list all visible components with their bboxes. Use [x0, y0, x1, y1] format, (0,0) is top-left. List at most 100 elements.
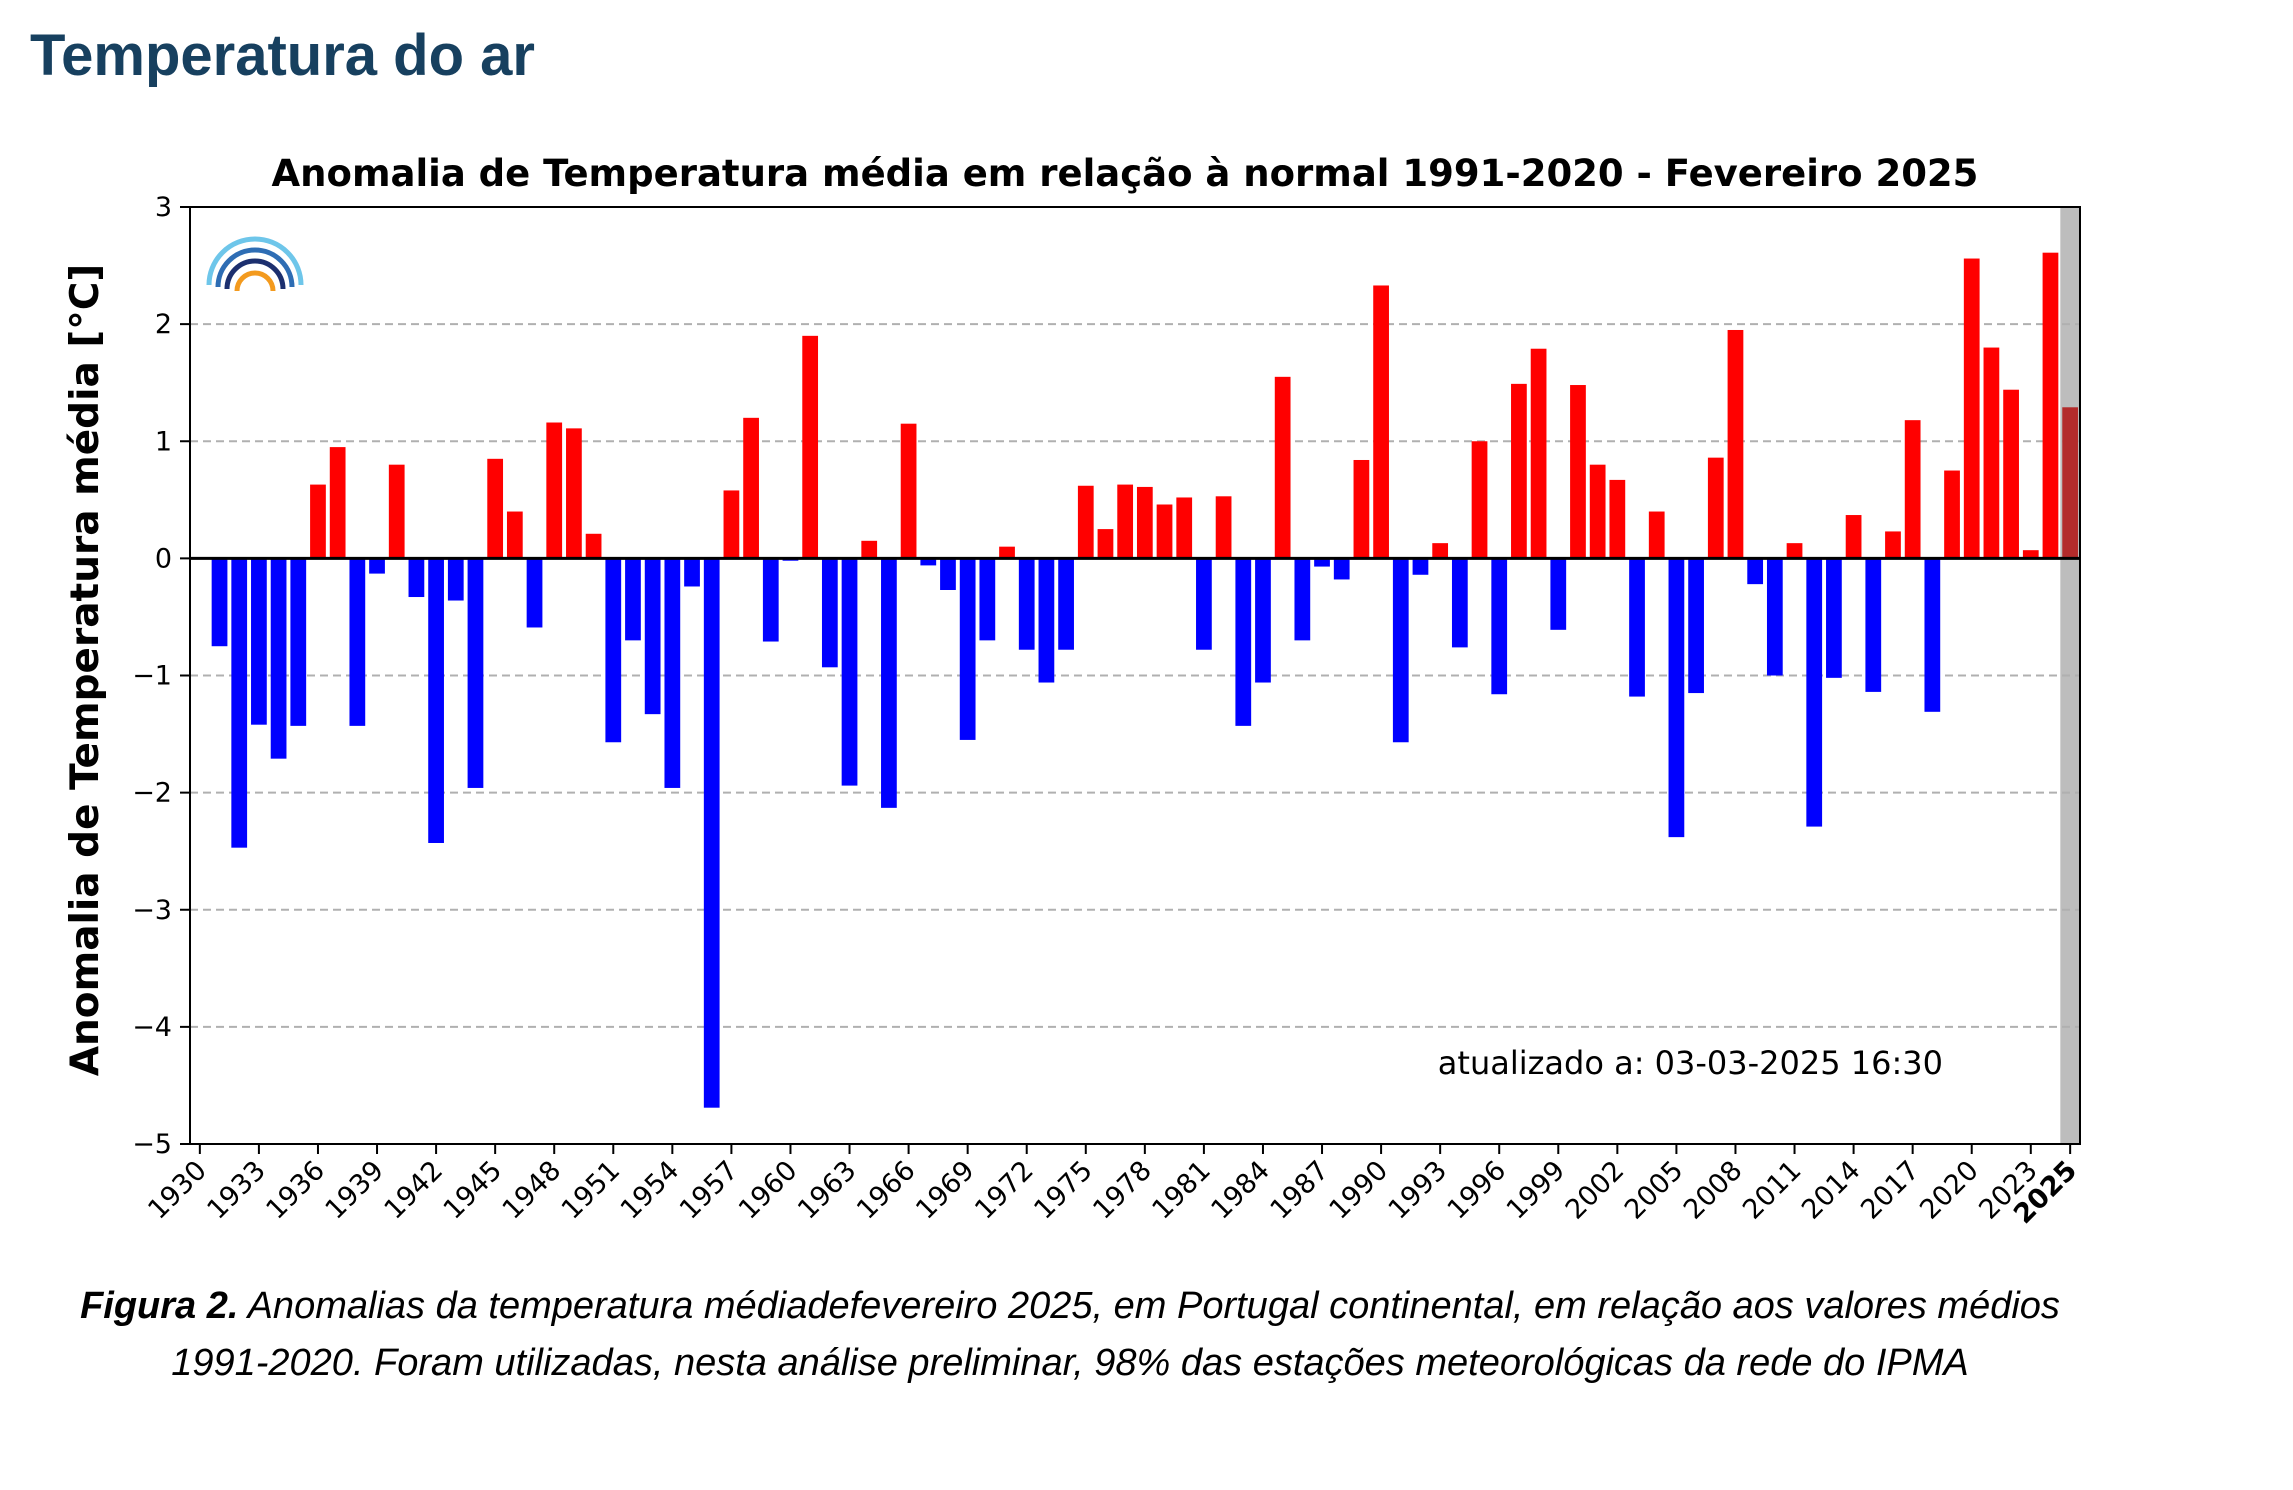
bar-layer: [211, 252, 2079, 1108]
bar: [566, 428, 582, 559]
bar: [506, 511, 523, 559]
bar: [1511, 383, 1527, 559]
bar: [762, 558, 779, 642]
bar: [1589, 464, 1606, 559]
x-tick-label: 1957: [674, 1155, 745, 1226]
y-tick-label: 3: [155, 192, 172, 223]
bar: [605, 558, 622, 743]
bar: [743, 417, 759, 559]
bar: [2022, 550, 2039, 559]
x-tick-label: 1999: [1501, 1155, 1572, 1226]
bar: [1944, 470, 1960, 559]
bar: [270, 558, 287, 759]
y-tick-label: 1: [155, 426, 172, 457]
x-tick-label: 1963: [792, 1155, 863, 1226]
bar-current-year: [2062, 407, 2079, 559]
bar: [1471, 441, 1488, 559]
x-tick-label: 2005: [1619, 1155, 1690, 1226]
bar: [369, 558, 385, 574]
bar: [1491, 558, 1508, 695]
figure-caption: Figura 2. Anomalias da temperatura média…: [40, 1278, 2100, 1392]
bar: [251, 558, 267, 725]
bar: [999, 546, 1015, 559]
x-tick-label: 1951: [556, 1155, 627, 1226]
bar: [487, 458, 504, 559]
bar: [1609, 479, 1626, 559]
bar: [1215, 496, 1232, 559]
bar: [1648, 511, 1665, 559]
bar: [1294, 558, 1311, 641]
x-tick-label: 1975: [1028, 1155, 1099, 1226]
bar: [861, 540, 878, 559]
bar: [1412, 558, 1429, 575]
x-tick-label: 1984: [1205, 1155, 1276, 1226]
bar: [1353, 459, 1370, 559]
bar: [231, 558, 248, 848]
bar: [1274, 376, 1291, 559]
bar: [723, 490, 740, 559]
caption-label: Figura 2.: [80, 1285, 239, 1327]
bar: [664, 558, 681, 788]
x-tick-label: 1996: [1442, 1155, 1513, 1226]
x-tick-label: 1939: [319, 1155, 390, 1226]
bar: [1018, 558, 1035, 650]
x-tick-label: 1972: [969, 1155, 1040, 1226]
bar: [684, 558, 700, 587]
bar: [1688, 558, 1704, 694]
bar: [1766, 558, 1783, 676]
bar: [1255, 558, 1271, 683]
bar: [1963, 258, 1980, 559]
bar: [1432, 543, 1449, 559]
x-tick-label: 1981: [1146, 1155, 1217, 1226]
x-tick-label: 2011: [1737, 1155, 1808, 1226]
bar: [940, 558, 956, 590]
x-tick-label: 1978: [1087, 1155, 1158, 1226]
x-tick-label: 1969: [910, 1155, 981, 1226]
bar: [1786, 543, 1803, 559]
bar: [900, 423, 917, 559]
bar: [447, 558, 464, 601]
plot-frame: [189, 206, 2081, 1145]
bar: [467, 558, 484, 788]
bar: [2003, 389, 2019, 559]
bar: [1077, 485, 1094, 559]
bar: [408, 558, 425, 598]
bar: [1235, 558, 1252, 726]
bar: [2042, 252, 2059, 559]
bar: [625, 558, 641, 641]
bar: [644, 558, 661, 715]
bar: [881, 558, 897, 808]
bar: [1117, 484, 1134, 559]
caption-text: Anomalias da temperatura médiadefevereir…: [171, 1285, 2060, 1384]
y-tick-label: −4: [132, 1012, 172, 1043]
bar: [1924, 558, 1941, 712]
x-tick-label: 1945: [438, 1155, 509, 1226]
x-tick-label: 1993: [1383, 1155, 1454, 1226]
bar: [1865, 558, 1882, 692]
bar: [211, 558, 228, 647]
bar: [1845, 515, 1862, 559]
bar: [1038, 558, 1055, 683]
bar: [703, 558, 720, 1108]
ipma-logo: [206, 236, 304, 292]
x-tick-label: 1948: [497, 1155, 568, 1226]
x-tick-label: 1960: [733, 1155, 804, 1226]
bar: [1097, 529, 1114, 559]
bar: [920, 558, 937, 566]
bar: [1885, 531, 1901, 559]
y-tick-label: −1: [132, 661, 172, 692]
x-tick-label: 1942: [379, 1155, 450, 1226]
bar: [585, 533, 602, 559]
bar: [1826, 558, 1842, 678]
bar: [1196, 558, 1212, 650]
bar: [546, 422, 563, 559]
bar: [1570, 385, 1586, 559]
bar: [388, 464, 405, 559]
bar: [1806, 558, 1823, 827]
bar: [1668, 558, 1685, 838]
y-tick-label: −5: [132, 1129, 172, 1160]
bar: [526, 558, 543, 628]
bar: [1333, 558, 1350, 580]
chart-title: Anomalia de Temperatura média em relação…: [272, 152, 1979, 195]
x-tick-label: 2008: [1678, 1155, 1749, 1226]
